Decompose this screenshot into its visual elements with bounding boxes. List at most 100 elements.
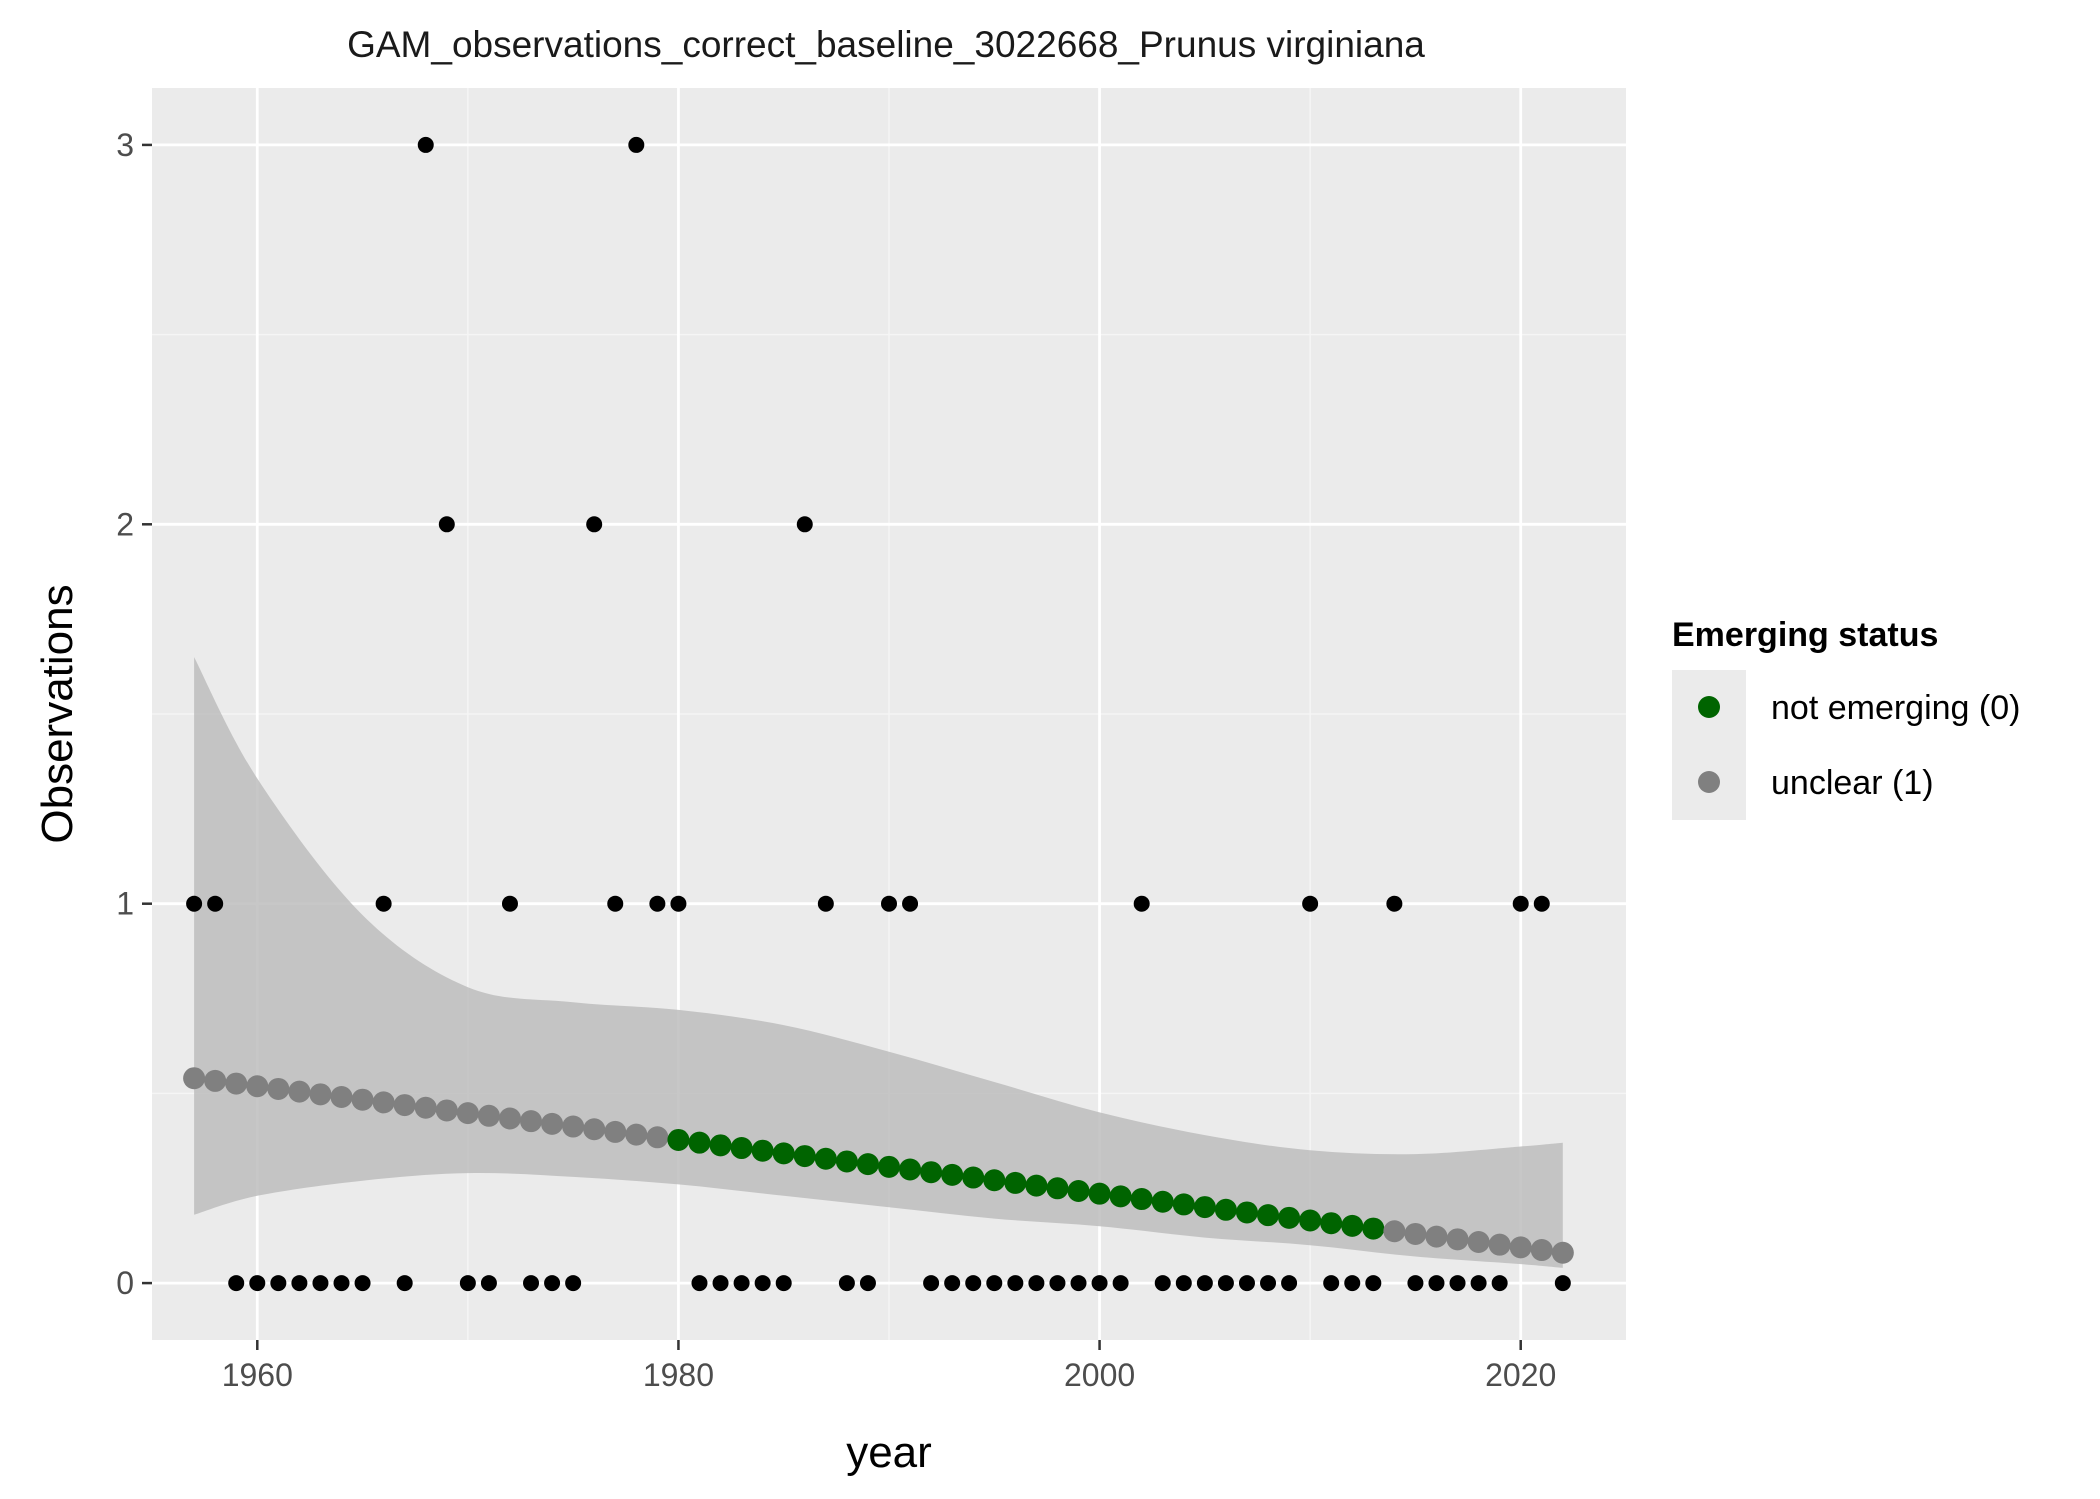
observation-point: [1217, 1275, 1234, 1292]
fit-point: [856, 1153, 879, 1176]
observation-point: [270, 1275, 287, 1292]
fit-point: [414, 1096, 437, 1119]
legend-key-unclear: [1698, 771, 1720, 793]
fit-point: [1067, 1179, 1090, 1202]
fit-point: [520, 1110, 543, 1133]
fit-point: [288, 1080, 311, 1103]
fit-point: [1404, 1222, 1427, 1245]
fit-point: [962, 1166, 985, 1189]
observation-point: [291, 1275, 308, 1292]
fit-point: [541, 1112, 564, 1135]
fit-point: [204, 1069, 227, 1092]
observation-point: [628, 136, 645, 153]
observation-point: [207, 895, 224, 912]
observation-point: [691, 1275, 708, 1292]
fit-point: [1257, 1204, 1280, 1227]
observation-point: [1112, 1275, 1129, 1292]
fit-point: [604, 1120, 627, 1143]
observation-point: [1028, 1275, 1045, 1292]
observation-point: [859, 1275, 876, 1292]
chart-title: GAM_observations_correct_baseline_302266…: [347, 24, 1425, 65]
fit-point: [1551, 1241, 1574, 1264]
observation-point: [1260, 1275, 1277, 1292]
observation-point: [944, 1275, 961, 1292]
observation-point: [1407, 1275, 1424, 1292]
observation-point: [312, 1275, 329, 1292]
fit-point: [1172, 1193, 1195, 1216]
fit-point: [751, 1139, 774, 1162]
fit-point: [1341, 1214, 1364, 1237]
observation-point: [1007, 1275, 1024, 1292]
x-tick-label: 2000: [1064, 1357, 1135, 1393]
observation-point: [754, 1275, 771, 1292]
fit-point: [246, 1075, 269, 1098]
legend-key-background: [1672, 670, 1746, 820]
observation-point: [712, 1275, 729, 1292]
fit-point: [667, 1128, 690, 1151]
observation-point: [1281, 1275, 1298, 1292]
fit-point: [814, 1147, 837, 1170]
fit-point: [1530, 1239, 1553, 1262]
fit-point: [1509, 1236, 1532, 1259]
observation-point: [838, 1275, 855, 1292]
x-axis: 1960 1980 2000 2020: [222, 1340, 1556, 1393]
observation-point: [523, 1275, 540, 1292]
fit-point: [1488, 1233, 1511, 1256]
observation-point: [1512, 895, 1529, 912]
observation-point: [881, 895, 897, 912]
legend-key-not-emerging: [1698, 696, 1720, 718]
fit-point: [456, 1102, 479, 1125]
x-tick-label: 1960: [222, 1357, 293, 1393]
fit-point: [183, 1067, 206, 1090]
fit-point: [1025, 1174, 1048, 1197]
y-axis-title: Observations: [33, 584, 82, 843]
observation-point: [354, 1275, 371, 1292]
observation-point: [1323, 1275, 1340, 1292]
observation-point: [1386, 895, 1403, 912]
y-tick-label: 2: [116, 506, 134, 542]
observation-point: [923, 1275, 940, 1292]
fit-point: [1004, 1171, 1027, 1194]
observation-point: [417, 136, 434, 153]
observation-point: [817, 895, 834, 912]
fit-point: [1235, 1201, 1258, 1224]
y-tick-label: 1: [116, 886, 134, 922]
observation-point: [459, 1275, 476, 1292]
legend-label-not-emerging: not emerging (0): [1771, 689, 2020, 727]
fit-point: [793, 1145, 816, 1168]
observation-point: [1070, 1275, 1087, 1292]
observation-point: [228, 1275, 245, 1292]
observation-point: [902, 895, 919, 912]
observation-point: [586, 516, 603, 533]
fit-point: [772, 1142, 795, 1165]
observation-point: [438, 516, 455, 533]
observation-point: [186, 895, 203, 912]
fit-point: [709, 1134, 732, 1157]
observation-point: [501, 895, 518, 912]
observation-point: [986, 1275, 1003, 1292]
observation-point: [1302, 895, 1319, 912]
fit-point: [435, 1099, 458, 1122]
fit-point: [1320, 1212, 1343, 1235]
fit-point: [372, 1091, 395, 1114]
fit-point: [330, 1086, 353, 1109]
observation-point: [670, 895, 687, 912]
fit-point: [1109, 1185, 1132, 1208]
fit-point: [1362, 1217, 1385, 1240]
observation-point: [1554, 1275, 1571, 1292]
observation-points-layer: [186, 136, 1571, 1292]
fit-point: [730, 1137, 753, 1160]
observation-point: [544, 1275, 561, 1292]
fit-point: [1088, 1182, 1111, 1205]
observation-point: [1533, 895, 1550, 912]
fit-point: [351, 1088, 374, 1111]
fit-point: [1278, 1206, 1301, 1229]
fit-point: [562, 1115, 585, 1138]
observation-point: [733, 1275, 750, 1292]
observation-point: [565, 1275, 582, 1292]
observation-point: [1470, 1275, 1487, 1292]
x-tick-label: 2020: [1485, 1357, 1556, 1393]
observation-point: [375, 895, 392, 912]
legend-label-unclear: unclear (1): [1771, 764, 1934, 802]
fit-point: [583, 1118, 606, 1141]
